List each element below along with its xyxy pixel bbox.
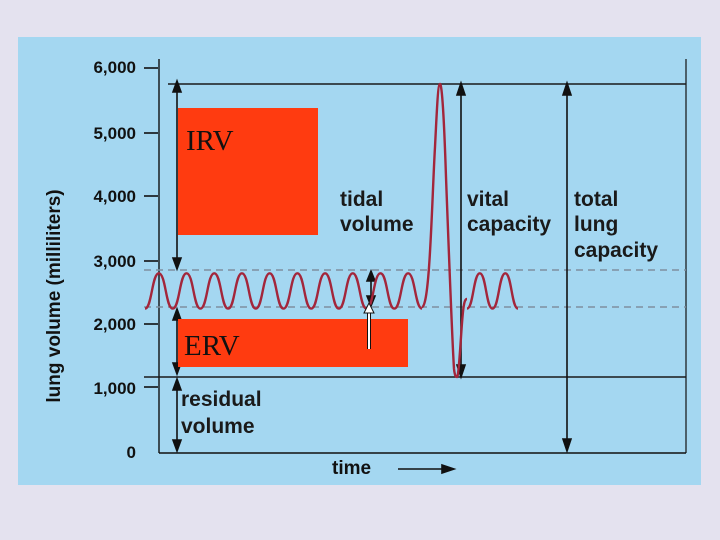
erv-pointer-arrow [363, 301, 375, 349]
tidal-volume-annotation: tidal volume [340, 188, 414, 236]
annotation-line: residual [181, 388, 262, 411]
y-axis-title: lung volume (milliliters) [44, 189, 65, 402]
residual-volume-annotation: residual volume [181, 388, 262, 438]
y-tick-label: 4,000 [93, 187, 136, 206]
x-axis-title: time [332, 458, 371, 479]
y-tick-labels: 6,000 5,000 4,000 3,000 2,000 1,000 0 [93, 58, 136, 462]
residual-arrow [171, 376, 183, 454]
irv-box [178, 108, 318, 235]
annotation-line: volume [340, 213, 414, 236]
y-tick-label: 6,000 [93, 58, 136, 77]
plot-background [18, 37, 701, 485]
y-tick-label: 0 [127, 443, 136, 462]
time-arrow [398, 463, 457, 475]
annotation-line: total [574, 188, 618, 211]
annotation-line: lung [574, 213, 618, 236]
y-tick-label: 2,000 [93, 315, 136, 334]
slide-frame: lung volume (milliliters) 6,000 5,000 4,… [18, 37, 701, 485]
annotation-line: capacity [467, 213, 551, 236]
y-tick-label: 3,000 [93, 252, 136, 271]
irv-arrow [171, 78, 183, 272]
post-maneuver-curve [466, 272, 519, 310]
erv-label: ERV [184, 330, 240, 362]
lung-volume-curve [144, 82, 519, 379]
tidal-breathing-curve [144, 272, 423, 310]
total-capacity-arrow [561, 80, 573, 454]
annotation-line: tidal [340, 188, 383, 211]
y-tick-label: 1,000 [93, 379, 136, 398]
vital-capacity-annotation: vital capacity [467, 188, 551, 236]
annotation-line: volume [181, 415, 255, 438]
annotation-line: vital [467, 188, 509, 211]
y-tick-marks [144, 67, 158, 388]
vital-capacity-maneuver-curve [420, 82, 468, 379]
irv-label: IRV [186, 125, 234, 157]
annotation-line: capacity [574, 239, 658, 262]
y-tick-label: 5,000 [93, 124, 136, 143]
total-lung-capacity-annotation: total lung capacity [574, 188, 658, 262]
lung-volume-chart: lung volume (milliliters) 6,000 5,000 4,… [18, 37, 701, 485]
